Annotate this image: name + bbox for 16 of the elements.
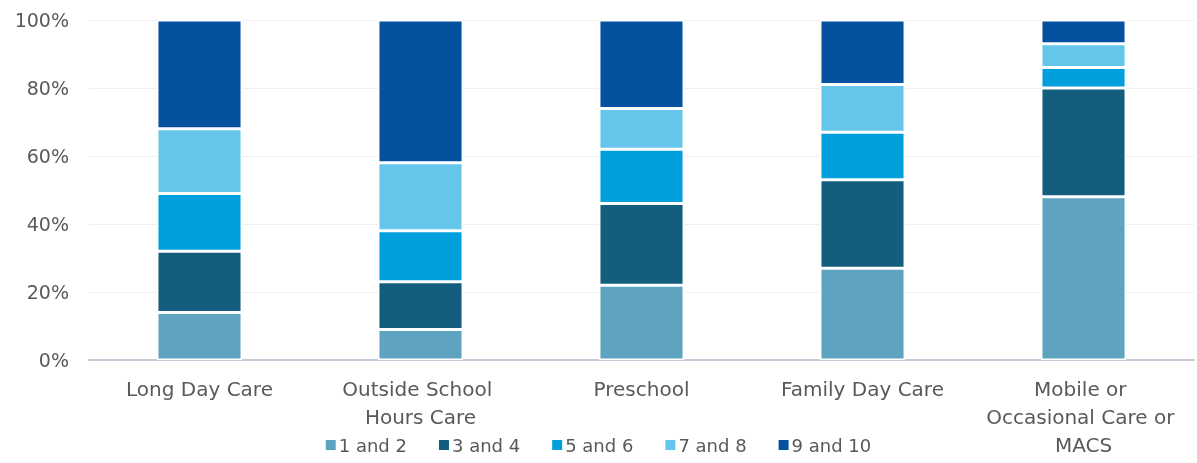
y-tick-label: 40% <box>26 213 69 235</box>
x-tick-label: Preschool <box>593 377 690 401</box>
x-tick-label: Outside School Hours Care <box>342 377 499 429</box>
legend-label: 3 and 4 <box>451 434 521 456</box>
y-tick-label: 80% <box>26 77 69 99</box>
y-tick-label: 0% <box>38 349 69 371</box>
x-tick-label: Family Day Care <box>781 377 944 401</box>
x-tick-label: Long Day Care <box>126 377 273 401</box>
x-tick-label: Mobile or Occasional Care or MACS <box>986 377 1181 457</box>
legend-label: 9 and 10 <box>791 434 872 456</box>
legend-label: 1 and 2 <box>338 434 407 456</box>
legend-label: 7 and 8 <box>678 434 747 456</box>
y-tick-label: 60% <box>26 145 69 167</box>
y-tick-label: 100% <box>14 9 69 31</box>
y-tick-label: 20% <box>26 281 69 303</box>
legend-label: 5 and 6 <box>565 434 634 456</box>
